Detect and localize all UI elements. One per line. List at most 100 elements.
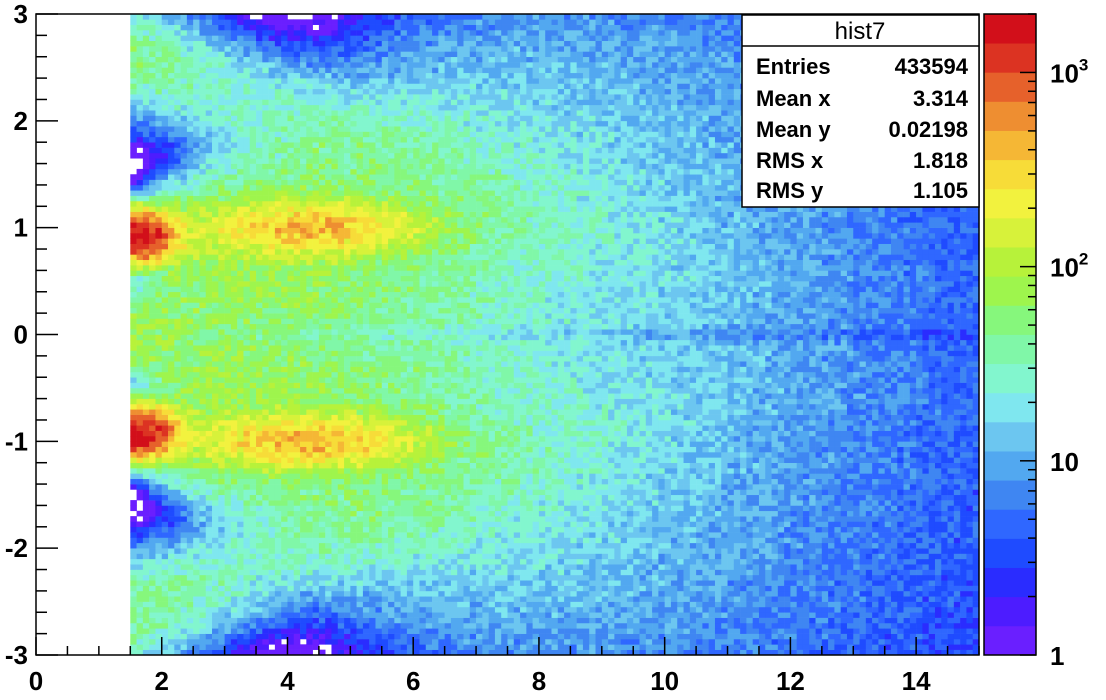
heatmap-cell — [149, 366, 156, 373]
heatmap-cell — [193, 88, 200, 95]
heatmap-cell — [205, 393, 213, 399]
heatmap-cell — [356, 580, 364, 586]
heatmap-cell — [369, 435, 376, 442]
heatmap-cell — [193, 318, 200, 325]
heatmap-cell — [331, 94, 339, 100]
heatmap-cell — [186, 174, 194, 180]
heatmap-cell — [243, 270, 251, 277]
heatmap-cell — [362, 142, 370, 148]
heatmap-cell — [249, 99, 257, 106]
heatmap-cell — [312, 387, 320, 394]
heatmap-cell — [168, 478, 175, 485]
heatmap-cell — [130, 403, 137, 410]
heatmap-cell — [142, 414, 150, 421]
heatmap-cell — [388, 596, 395, 602]
heatmap-cell — [224, 14, 232, 20]
heatmap-cell — [243, 441, 251, 447]
heatmap-cell — [293, 484, 301, 490]
heatmap-cell — [388, 628, 395, 634]
heatmap-cell — [325, 19, 332, 25]
heatmap-cell — [256, 115, 263, 122]
heatmap-cell — [149, 510, 156, 517]
heatmap-cell — [356, 601, 364, 608]
heatmap-cell — [205, 323, 213, 330]
heatmap-cell — [381, 564, 389, 570]
heatmap-cell — [161, 270, 169, 277]
heatmap-cell — [186, 307, 194, 314]
heatmap-cell — [224, 409, 232, 415]
heatmap-cell — [268, 516, 276, 522]
heatmap-cell — [287, 468, 295, 474]
heatmap-cell — [230, 259, 238, 266]
heatmap-cell — [130, 617, 137, 624]
heatmap-cell — [337, 435, 345, 442]
heatmap-cell — [325, 606, 332, 613]
heatmap-cell — [199, 307, 207, 314]
heatmap-cell — [375, 617, 383, 624]
heatmap-cell — [318, 596, 326, 602]
heatmap-cell — [199, 452, 207, 458]
heatmap-cell — [344, 457, 351, 463]
heatmap-cell — [174, 216, 181, 223]
heatmap-cell — [337, 104, 345, 111]
heatmap-cell — [136, 478, 144, 485]
heatmap-cell — [300, 355, 307, 362]
heatmap-cell — [300, 174, 307, 180]
heatmap-cell — [281, 35, 288, 42]
heatmap-cell — [237, 35, 244, 42]
heatmap-cell — [243, 580, 251, 586]
heatmap-cell — [155, 606, 163, 613]
heatmap-cell — [325, 457, 332, 463]
heatmap-cell — [249, 585, 257, 592]
heatmap-cell — [168, 174, 175, 180]
heatmap-cell — [362, 115, 370, 122]
heatmap-cell — [174, 387, 181, 394]
heatmap-cell — [161, 78, 169, 84]
heatmap-cell — [199, 596, 207, 602]
heatmap-cell — [281, 323, 288, 330]
heatmap-cell — [186, 345, 194, 351]
heatmap-cell — [186, 152, 194, 159]
heatmap-cell — [369, 345, 376, 351]
heatmap-cell — [306, 243, 313, 250]
heatmap-cell — [325, 323, 332, 330]
heatmap-cell — [243, 24, 251, 31]
heatmap-cell — [256, 574, 263, 581]
heatmap-cell — [199, 398, 207, 405]
heatmap-cell — [318, 617, 326, 624]
heatmap-cell — [174, 468, 181, 474]
heatmap-cell — [356, 500, 364, 506]
heatmap-cell — [186, 56, 194, 63]
heatmap-cell — [306, 387, 313, 394]
heatmap-cell — [174, 585, 181, 592]
heatmap-cell — [205, 628, 213, 634]
heatmap-cell — [149, 462, 156, 469]
heatmap-cell — [362, 238, 370, 244]
heatmap-cell — [281, 259, 288, 266]
heatmap-cell — [186, 478, 194, 485]
heatmap-cell — [362, 281, 370, 287]
heatmap-cell — [369, 462, 376, 469]
heatmap-cell — [362, 243, 370, 250]
heatmap-cell — [193, 265, 200, 271]
heatmap-cell — [174, 195, 181, 202]
heatmap-cell — [381, 398, 389, 405]
heatmap-cell — [212, 382, 219, 389]
heatmap-cell — [318, 62, 326, 68]
heatmap-cell — [281, 131, 288, 138]
heatmap-cell — [224, 537, 232, 544]
heatmap-cell — [362, 302, 370, 309]
heatmap-cell — [331, 110, 339, 116]
heatmap-cell — [262, 56, 269, 63]
heatmap-cell — [369, 446, 376, 453]
heatmap-cell — [381, 355, 389, 362]
heatmap-cell — [212, 366, 219, 373]
heatmap-cell — [199, 243, 207, 250]
heatmap-cell — [331, 644, 339, 650]
heatmap-cell — [274, 163, 282, 170]
heatmap-cell — [174, 462, 181, 469]
heatmap-cell — [318, 211, 326, 218]
heatmap-cell — [212, 494, 219, 501]
heatmap-cell — [136, 206, 144, 212]
heatmap-cell — [180, 500, 188, 506]
